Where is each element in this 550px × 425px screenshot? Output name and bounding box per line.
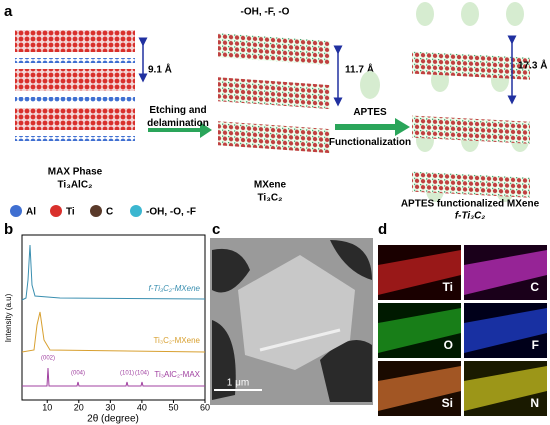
map-signal — [378, 308, 461, 353]
scale-label: 1 μm — [227, 378, 249, 389]
map-label: Ti — [443, 280, 453, 294]
arrow — [335, 118, 410, 136]
map-signal — [378, 250, 461, 295]
spacing: 9.1 Å — [148, 63, 172, 76]
panel-label: c — [212, 221, 220, 238]
mxene-structure — [218, 33, 330, 154]
y-axis-label: Intensity (a.u) — [4, 293, 13, 342]
legend-label: -OH, -O, -F — [146, 207, 196, 218]
map-label: N — [530, 396, 539, 410]
legend-label: Ti — [66, 207, 75, 218]
eds-maps: Ti C O F Si N — [378, 245, 547, 416]
trace-label: Ti₃AlC₂-MAX — [154, 370, 200, 379]
spacing: 17.3 Å — [518, 59, 547, 72]
map-signal — [378, 366, 461, 411]
plot-frame — [21, 234, 206, 401]
func-formula: f-Ti₃C₂ — [455, 211, 485, 222]
trace-label: Ti₃C₂-MXene — [153, 336, 200, 345]
x-tick-label: 10 — [42, 402, 52, 412]
map-signal — [464, 250, 547, 295]
trace-label: f-Ti₃C₂-MXene — [149, 284, 201, 293]
mxene-formula: Ti₃C₂ — [258, 193, 283, 204]
peak-label: (104) — [135, 371, 149, 377]
mxene-name: MXene — [254, 180, 287, 191]
x-axis-label: 2θ (degree) — [87, 414, 139, 425]
max-structure — [15, 30, 135, 141]
panel-label: a — [4, 3, 13, 20]
x-tick-label: 40 — [137, 402, 147, 412]
x-tick-label: 60 — [200, 402, 210, 412]
max-formula: Ti₃AlC₂ — [58, 180, 93, 191]
terminations: -OH, -F, -O — [241, 7, 290, 18]
x-tick-label: 20 — [74, 402, 84, 412]
x-tick-label: 30 — [105, 402, 115, 412]
map-label: Si — [442, 396, 453, 410]
step: APTES Functionalization — [329, 107, 411, 148]
xrd-curve — [21, 244, 206, 301]
step: Etching and delamination — [147, 105, 209, 129]
legend-label: Al — [26, 207, 36, 218]
peak-label: (004) — [71, 371, 85, 377]
aptes — [360, 71, 380, 99]
functionalized-structure — [412, 2, 530, 202]
x-tick-label: 50 — [168, 402, 178, 412]
map-label: C — [530, 280, 539, 294]
sem-image: 1 μm — [210, 238, 373, 405]
panel-label: b — [4, 221, 13, 238]
legend-label: C — [106, 207, 113, 218]
legend: Al Ti C -OH, -O, -F — [10, 205, 196, 218]
xrd-curve — [21, 311, 206, 353]
arrow — [148, 122, 212, 138]
map-signal — [464, 366, 547, 411]
func-name: APTES functionalized MXene — [401, 199, 540, 210]
map-signal — [464, 308, 547, 353]
map-label: O — [444, 338, 453, 352]
peak-label: (002) — [41, 356, 55, 362]
max-name: MAX Phase — [48, 167, 103, 178]
peak-label: (101) — [120, 371, 134, 377]
panel-label: d — [378, 221, 387, 238]
xrd-curve — [22, 367, 205, 387]
map-label: F — [532, 338, 539, 352]
